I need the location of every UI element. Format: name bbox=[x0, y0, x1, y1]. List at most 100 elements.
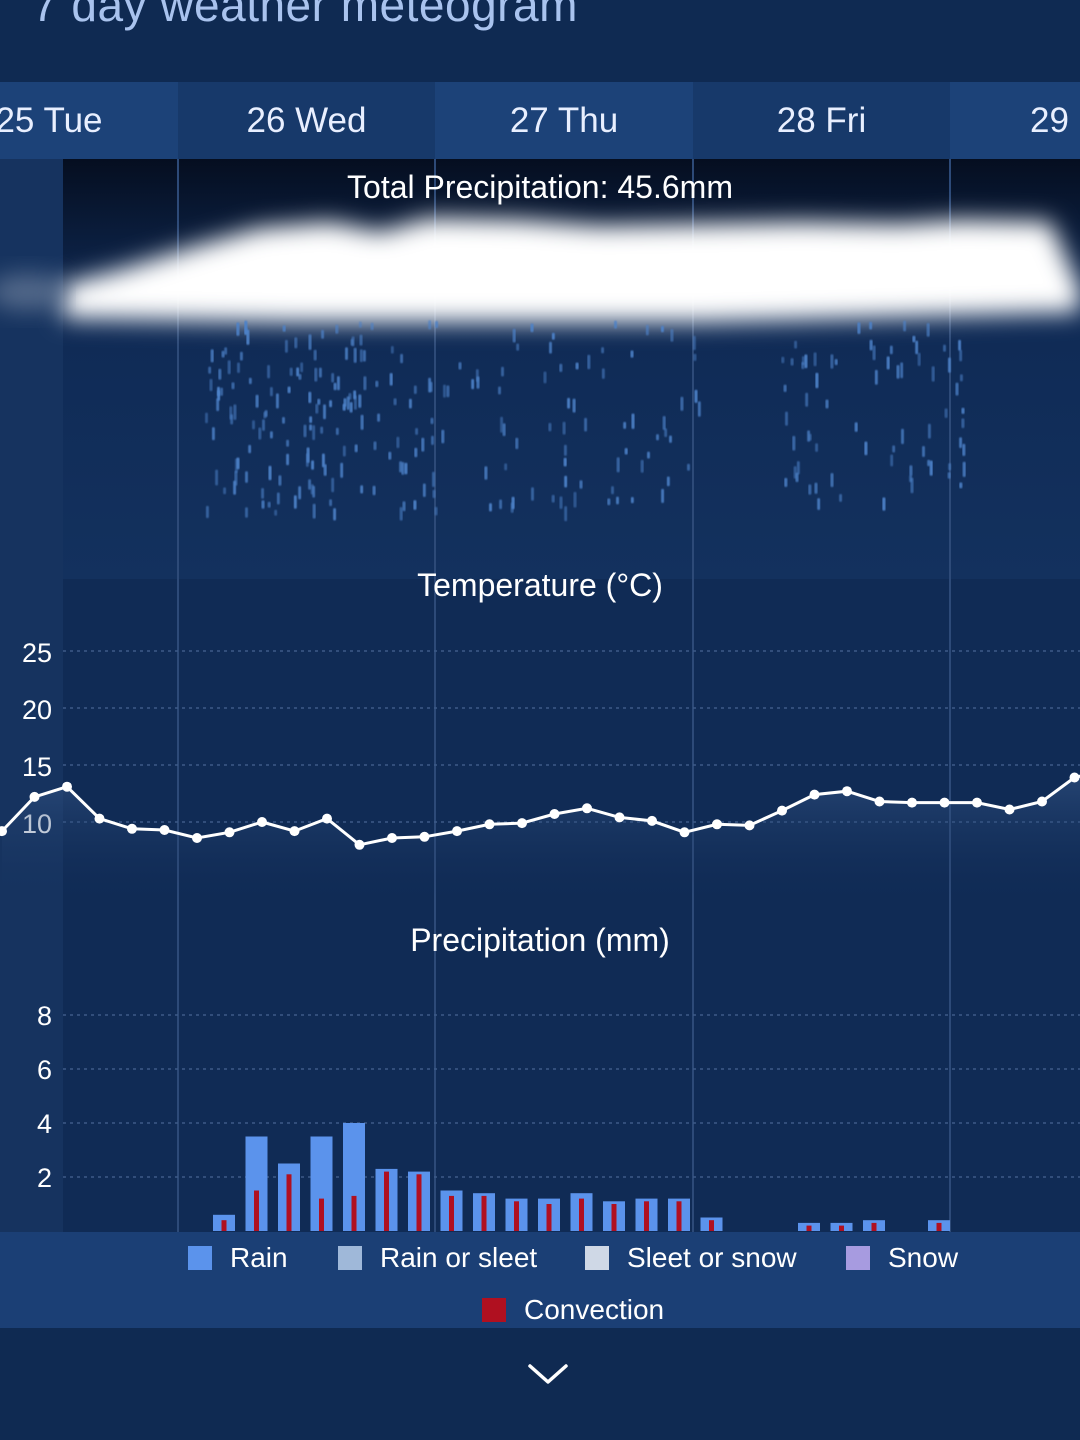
convection-bar bbox=[579, 1198, 584, 1231]
rain-drop bbox=[335, 427, 339, 435]
legend-swatch bbox=[482, 1298, 506, 1322]
day-tabs: 25 Tue 26 Wed 27 Thu 28 Fri 29 S bbox=[0, 82, 1080, 159]
rain-bar bbox=[310, 1136, 333, 1231]
rain-drop bbox=[255, 394, 259, 408]
rain-drop bbox=[353, 347, 357, 363]
rain-drop bbox=[217, 386, 220, 397]
rain-drop bbox=[543, 371, 547, 384]
y-tick-label: 20 bbox=[22, 695, 52, 725]
precipitation-bars bbox=[213, 1123, 950, 1231]
rain-drop bbox=[211, 427, 215, 441]
rain-drop bbox=[323, 464, 327, 476]
rain-drop bbox=[389, 373, 393, 386]
temperature-point bbox=[62, 781, 72, 792]
day-tab-4[interactable]: 28 Fri bbox=[693, 82, 950, 159]
y-tick-label: 6 bbox=[37, 1055, 52, 1085]
temperature-point bbox=[452, 826, 462, 837]
legend-label: Snow bbox=[888, 1242, 959, 1273]
rain-drop bbox=[359, 349, 363, 363]
convection-bar bbox=[514, 1201, 519, 1231]
rain-drop bbox=[562, 421, 566, 435]
rain-drop bbox=[354, 444, 358, 453]
convection-bar bbox=[221, 1220, 227, 1231]
rain-drop bbox=[961, 407, 965, 414]
rain-drop bbox=[607, 498, 611, 506]
rain-drop bbox=[446, 385, 450, 398]
rain-drop bbox=[961, 418, 965, 429]
legend-label: Rain or sleet bbox=[380, 1242, 538, 1273]
rain-drop bbox=[315, 403, 319, 414]
rain-drop bbox=[864, 441, 868, 456]
rain-drop bbox=[616, 496, 619, 505]
rain-drop bbox=[886, 356, 890, 370]
rain-drop bbox=[792, 435, 796, 451]
rain-drop bbox=[244, 320, 248, 335]
rain-drop bbox=[205, 505, 209, 519]
rain-drop bbox=[892, 445, 896, 453]
rain-drop bbox=[309, 424, 313, 431]
rain-drop bbox=[305, 453, 309, 467]
rain-drop bbox=[359, 334, 363, 346]
day-tab-label: 28 Fri bbox=[776, 101, 867, 140]
legend-swatch bbox=[585, 1246, 609, 1270]
rain-drop bbox=[839, 494, 843, 502]
rain-drop bbox=[584, 417, 588, 432]
day-tab-5[interactable]: 29 S bbox=[950, 82, 1080, 159]
convection-bar bbox=[351, 1195, 357, 1231]
rain-drop bbox=[428, 320, 432, 330]
rain-drop bbox=[377, 413, 381, 422]
legend-swatch bbox=[338, 1246, 362, 1270]
rain-drop bbox=[943, 344, 946, 352]
rain-drop bbox=[286, 453, 290, 466]
rain-drop bbox=[630, 350, 634, 358]
day-tab-1[interactable]: 25 Tue bbox=[0, 82, 178, 159]
meteogram[interactable]: Total Precipitation: 45.6mm Temperature … bbox=[0, 159, 1080, 1232]
rain-drop bbox=[402, 501, 406, 512]
rain-drop bbox=[360, 485, 364, 494]
rain-drop bbox=[501, 366, 504, 377]
rain-drop bbox=[869, 339, 873, 351]
temperature-point bbox=[1069, 772, 1080, 783]
rain-drops bbox=[205, 320, 966, 522]
rain-drop bbox=[400, 353, 404, 364]
rain-drop bbox=[804, 354, 808, 369]
rain-drop bbox=[484, 466, 488, 480]
rain-drop bbox=[575, 362, 579, 370]
temperature-point bbox=[582, 803, 592, 814]
day-tab-3[interactable]: 27 Thu bbox=[435, 82, 693, 159]
rain-drop bbox=[428, 377, 432, 393]
total-precipitation: Total Precipitation: 45.6mm bbox=[347, 169, 733, 205]
rain-drop bbox=[309, 416, 313, 423]
rain-drop bbox=[631, 413, 635, 429]
rain-drop bbox=[415, 428, 419, 435]
rain-drop bbox=[342, 403, 346, 411]
day-tab-2[interactable]: 26 Wed bbox=[178, 82, 435, 159]
rain-drop bbox=[286, 439, 290, 447]
rain-drop bbox=[687, 463, 690, 471]
rain-drop bbox=[413, 385, 417, 394]
rain-drop bbox=[912, 335, 916, 343]
rain-drop bbox=[358, 321, 362, 328]
rain-drop bbox=[261, 500, 265, 509]
rain-drop bbox=[587, 354, 591, 370]
rain-drop bbox=[896, 365, 900, 379]
rain-drop bbox=[215, 469, 219, 486]
rain-drop bbox=[815, 443, 819, 452]
header: 7 day weather meteogram bbox=[0, 0, 1080, 82]
rain-drop bbox=[830, 354, 834, 369]
rain-drop bbox=[432, 489, 436, 499]
day-tab-label: 25 Tue bbox=[0, 101, 103, 140]
rain-drop bbox=[223, 487, 227, 495]
rain-drop bbox=[915, 340, 919, 355]
rain-drop bbox=[390, 346, 394, 354]
footer bbox=[0, 1328, 1080, 1440]
rain-drop bbox=[516, 343, 520, 351]
rain-drop bbox=[624, 448, 628, 455]
expand-button[interactable] bbox=[518, 1350, 578, 1400]
rain-drop bbox=[530, 323, 534, 333]
rain-drop bbox=[825, 399, 829, 409]
precipitation-y-axis: 2 4 6 8 bbox=[37, 1001, 52, 1193]
rain-drop bbox=[413, 500, 417, 510]
convection-bar bbox=[806, 1225, 812, 1231]
rain-drop bbox=[947, 357, 951, 373]
